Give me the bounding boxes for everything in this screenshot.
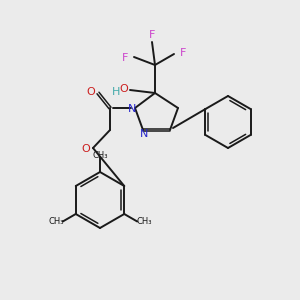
Text: F: F xyxy=(180,48,186,58)
Text: CH₃: CH₃ xyxy=(48,218,64,226)
Text: O: O xyxy=(120,84,128,94)
Text: N: N xyxy=(128,104,136,114)
Text: CH₃: CH₃ xyxy=(136,218,152,226)
Text: F: F xyxy=(149,30,155,40)
Text: F: F xyxy=(122,53,128,63)
Text: N: N xyxy=(140,129,148,139)
Text: CH₃: CH₃ xyxy=(92,152,108,160)
Text: O: O xyxy=(87,87,95,97)
Text: O: O xyxy=(82,144,90,154)
Text: H: H xyxy=(112,87,120,97)
